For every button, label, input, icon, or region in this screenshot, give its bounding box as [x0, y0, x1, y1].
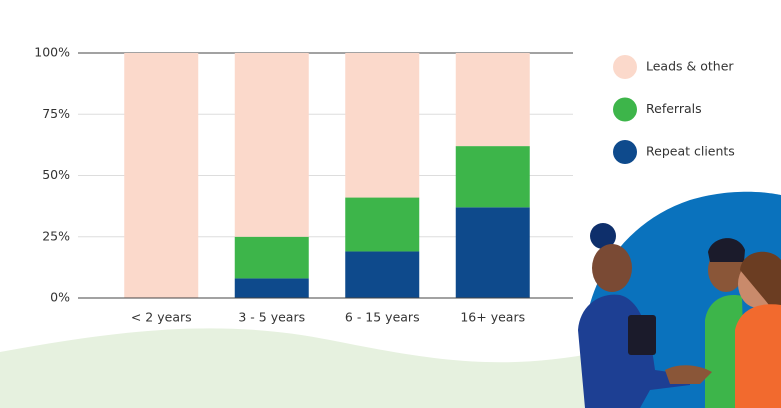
y-tick-label: 75%: [42, 106, 70, 121]
bar-segment: [345, 251, 420, 298]
bar-segment: [455, 146, 530, 208]
bar-segment: [455, 207, 530, 298]
bar-segment: [234, 53, 309, 237]
y-tick-label: 100%: [34, 45, 70, 60]
bar-segment: [345, 197, 420, 252]
legend-swatch: [613, 55, 637, 79]
background-wave: [0, 328, 600, 408]
bar-segment: [455, 53, 530, 147]
y-tick-label: 50%: [42, 167, 70, 182]
bar-segment: [345, 53, 420, 198]
bar-segment: [234, 236, 309, 279]
bar-segment: [124, 53, 199, 298]
x-tick-label: 3 - 5 years: [238, 310, 305, 325]
x-tick-label: < 2 years: [131, 310, 192, 325]
legend-label: Referrals: [646, 101, 702, 116]
legend: Leads & other Referrals Repeat clients: [613, 55, 735, 164]
y-tick-label: 25%: [42, 228, 70, 243]
legend-label: Repeat clients: [646, 144, 735, 159]
illustration-people: [578, 223, 781, 408]
bar-segment: [234, 278, 309, 298]
x-tick-label: 16+ years: [460, 310, 525, 325]
plot-area: 0% 25% 50% 75% 100% < 2 years 3 - 5 years 6 - 1…: [34, 45, 573, 325]
decoration: [0, 191, 781, 408]
legend-swatch: [613, 140, 637, 164]
legend-label: Leads & other: [646, 59, 734, 74]
x-tick-label: 6 - 15 years: [345, 310, 420, 325]
y-tick-label: 0%: [50, 290, 70, 305]
legend-swatch: [613, 97, 637, 122]
